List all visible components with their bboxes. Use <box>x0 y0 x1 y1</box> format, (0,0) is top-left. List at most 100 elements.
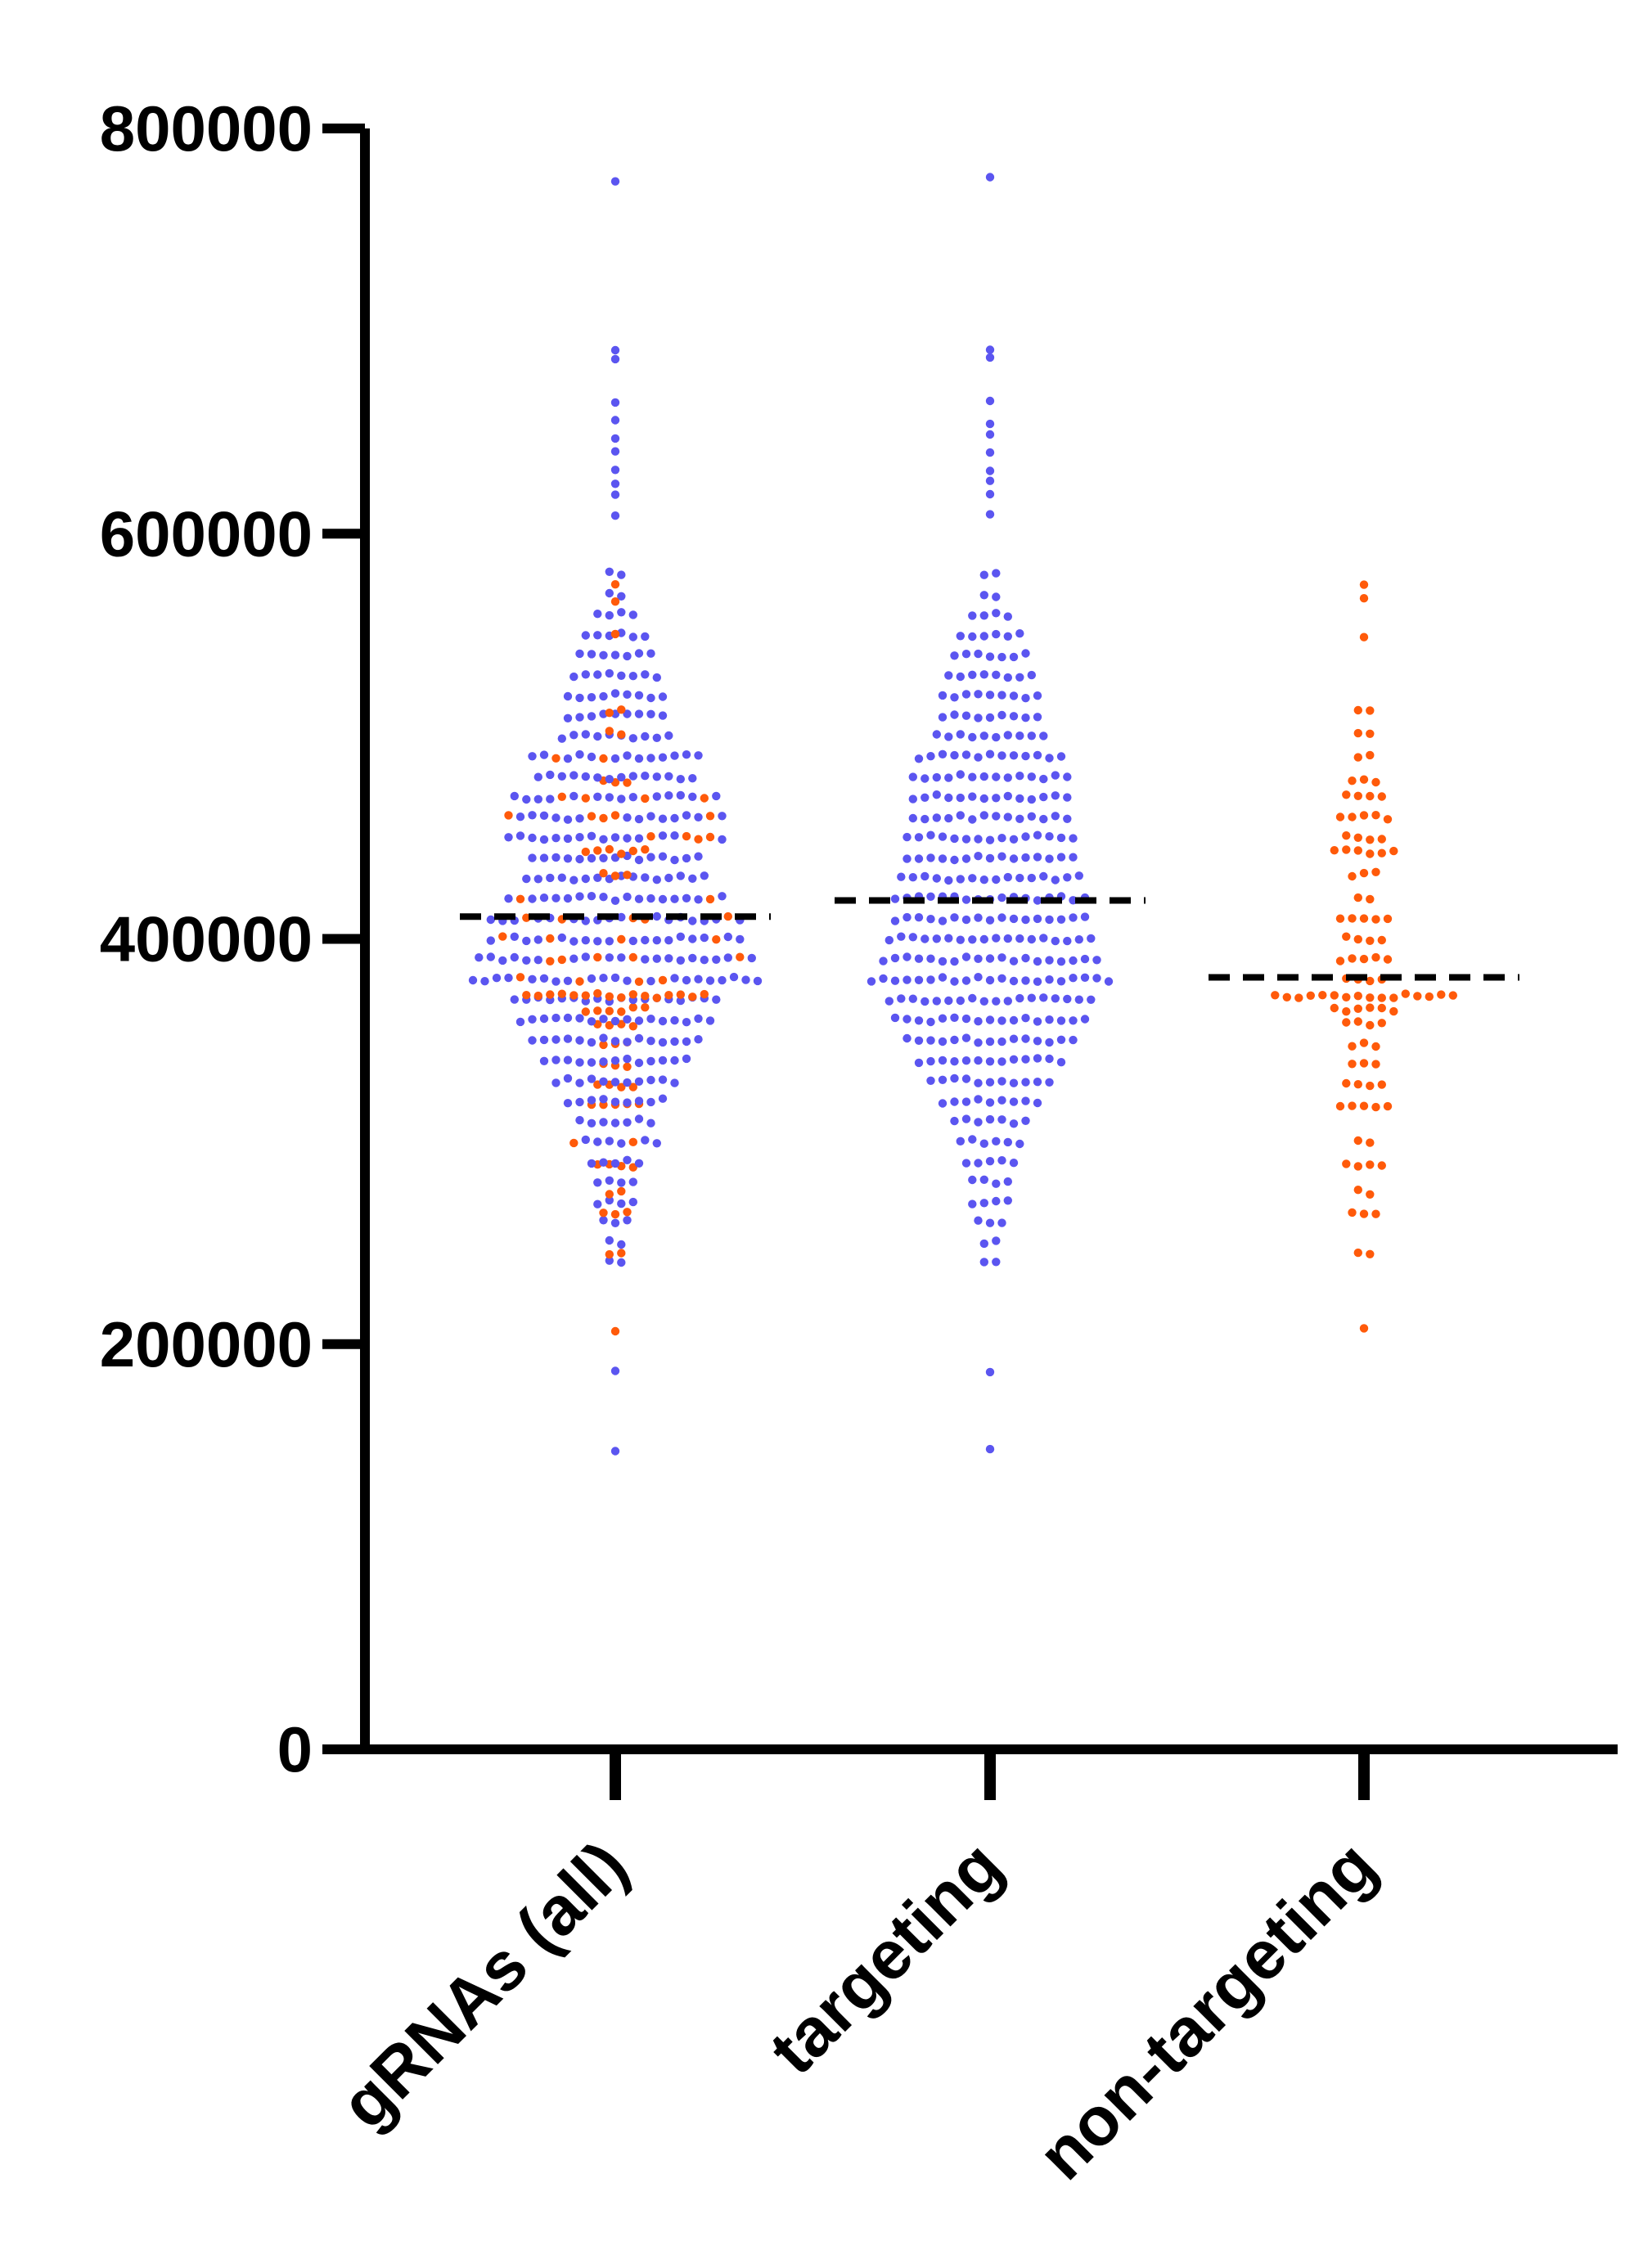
non-targeting-point <box>1366 1138 1375 1147</box>
gRNAs-all-point <box>617 993 626 1002</box>
targeting-point <box>1092 974 1101 983</box>
non-targeting-point <box>1342 790 1351 799</box>
gRNAs-all-point <box>605 992 614 1001</box>
targeting-point <box>979 997 989 1006</box>
gRNAs-all-point <box>593 952 602 962</box>
targeting-point <box>1009 1015 1019 1025</box>
targeting-point <box>885 935 894 945</box>
gRNAs-all-point <box>593 1137 602 1146</box>
targeting-point <box>903 952 912 961</box>
non-targeting-point <box>1330 991 1339 1000</box>
gRNAs-all-point <box>569 991 578 1000</box>
y-ticks: 0 200000 400000 600000 800000 <box>100 92 365 1785</box>
targeting-point <box>985 510 995 519</box>
gRNAs-all-point <box>557 933 566 943</box>
targeting-point <box>985 691 995 700</box>
targeting-point <box>1009 1097 1019 1106</box>
gRNAs-all-point <box>522 956 531 965</box>
gRNAs-all-point <box>528 752 537 761</box>
gRNAs-all-point <box>617 1249 626 1258</box>
targeting-point <box>992 1179 1001 1188</box>
gRNAs-all-point <box>569 791 578 801</box>
gRNAs-all-point <box>515 812 525 821</box>
targeting-point <box>1009 691 1019 700</box>
gRNAs-all-point <box>670 974 679 983</box>
gRNAs-all-point <box>605 1249 614 1259</box>
targeting-point <box>926 1056 935 1066</box>
gRNAs-all-point <box>533 794 542 803</box>
gRNAs-all-point <box>581 847 590 857</box>
gRNAs-all-point <box>676 775 685 784</box>
non-targeting-point <box>1377 848 1387 857</box>
gRNAs-all-point <box>510 932 519 942</box>
gRNAs-all-point <box>623 709 632 718</box>
targeting-point <box>1045 956 1054 965</box>
targeting-point <box>961 750 971 759</box>
targeting-point <box>1015 814 1024 823</box>
targeting-point <box>985 652 995 661</box>
gRNAs-all-point <box>563 854 573 863</box>
targeting-point <box>1056 1035 1066 1045</box>
gRNAs-all-point <box>593 631 602 640</box>
gRNAs-all-point <box>581 670 590 679</box>
targeting-point <box>997 652 1006 662</box>
gRNAs-all-point <box>676 956 685 965</box>
targeting-point <box>979 670 989 679</box>
gRNAs-all-point <box>498 932 507 941</box>
gRNAs-all-point <box>528 853 537 862</box>
targeting-point <box>974 913 983 922</box>
gRNAs-all-point <box>688 792 697 801</box>
gRNAs-all-point <box>658 894 668 904</box>
non-targeting-point <box>1371 1209 1380 1218</box>
non-targeting-point <box>1353 1017 1363 1026</box>
gRNAs-all-point <box>623 834 632 843</box>
targeting-point <box>1021 751 1030 761</box>
gRNAs-all-point <box>628 936 637 946</box>
targeting-point <box>885 997 894 1006</box>
gRNAs-all-point <box>610 1366 620 1375</box>
gRNAs-all-point <box>664 873 673 883</box>
gRNAs-all-point <box>581 952 590 961</box>
targeting-point <box>1063 994 1072 1004</box>
targeting-point <box>938 1055 948 1065</box>
targeting-point <box>903 1015 912 1024</box>
gRNAs-all-point <box>551 813 560 822</box>
targeting-point <box>1021 1078 1030 1087</box>
targeting-point <box>1087 934 1096 943</box>
gRNAs-all-point <box>623 892 632 902</box>
gRNAs-all-point <box>563 1034 573 1043</box>
gRNAs-all-point <box>510 952 519 962</box>
targeting-point <box>1045 832 1054 841</box>
targeting-point <box>938 854 948 863</box>
targeting-point <box>1069 853 1078 862</box>
gRNAs-all-point <box>617 934 626 944</box>
targeting-point <box>932 772 942 782</box>
gRNAs-all-point <box>593 873 602 883</box>
gRNAs-all-point <box>641 935 650 945</box>
targeting-point <box>950 1057 959 1066</box>
non-targeting-point <box>1371 867 1380 877</box>
gRNAs-all-point <box>623 976 632 985</box>
targeting-point <box>1009 1055 1019 1064</box>
x-tick-label: targeting <box>754 1826 1017 2089</box>
gRNAs-all-point <box>670 1055 679 1065</box>
targeting-point <box>926 915 935 924</box>
non-targeting-point <box>1282 992 1292 1002</box>
gRNAs-all-point <box>658 1055 668 1065</box>
gRNAs-all-point <box>599 835 608 844</box>
gRNAs-all-point <box>646 853 655 862</box>
targeting-point <box>1015 673 1024 682</box>
gRNAs-all-point <box>599 1015 608 1024</box>
targeting-point <box>956 793 966 803</box>
targeting-point <box>974 713 983 722</box>
gRNAs-all-point <box>563 691 573 701</box>
non-targeting-point <box>1366 706 1375 715</box>
gRNAs-all-point <box>617 794 626 803</box>
gRNAs-all-point <box>623 1098 632 1107</box>
gRNAs-all-point <box>658 814 668 823</box>
gRNAs-all-point <box>682 975 691 985</box>
gRNAs-all-point <box>658 1094 668 1103</box>
targeting-point <box>992 670 1001 679</box>
gRNAs-all-point <box>694 974 703 983</box>
gRNAs-all-point <box>623 1118 632 1127</box>
